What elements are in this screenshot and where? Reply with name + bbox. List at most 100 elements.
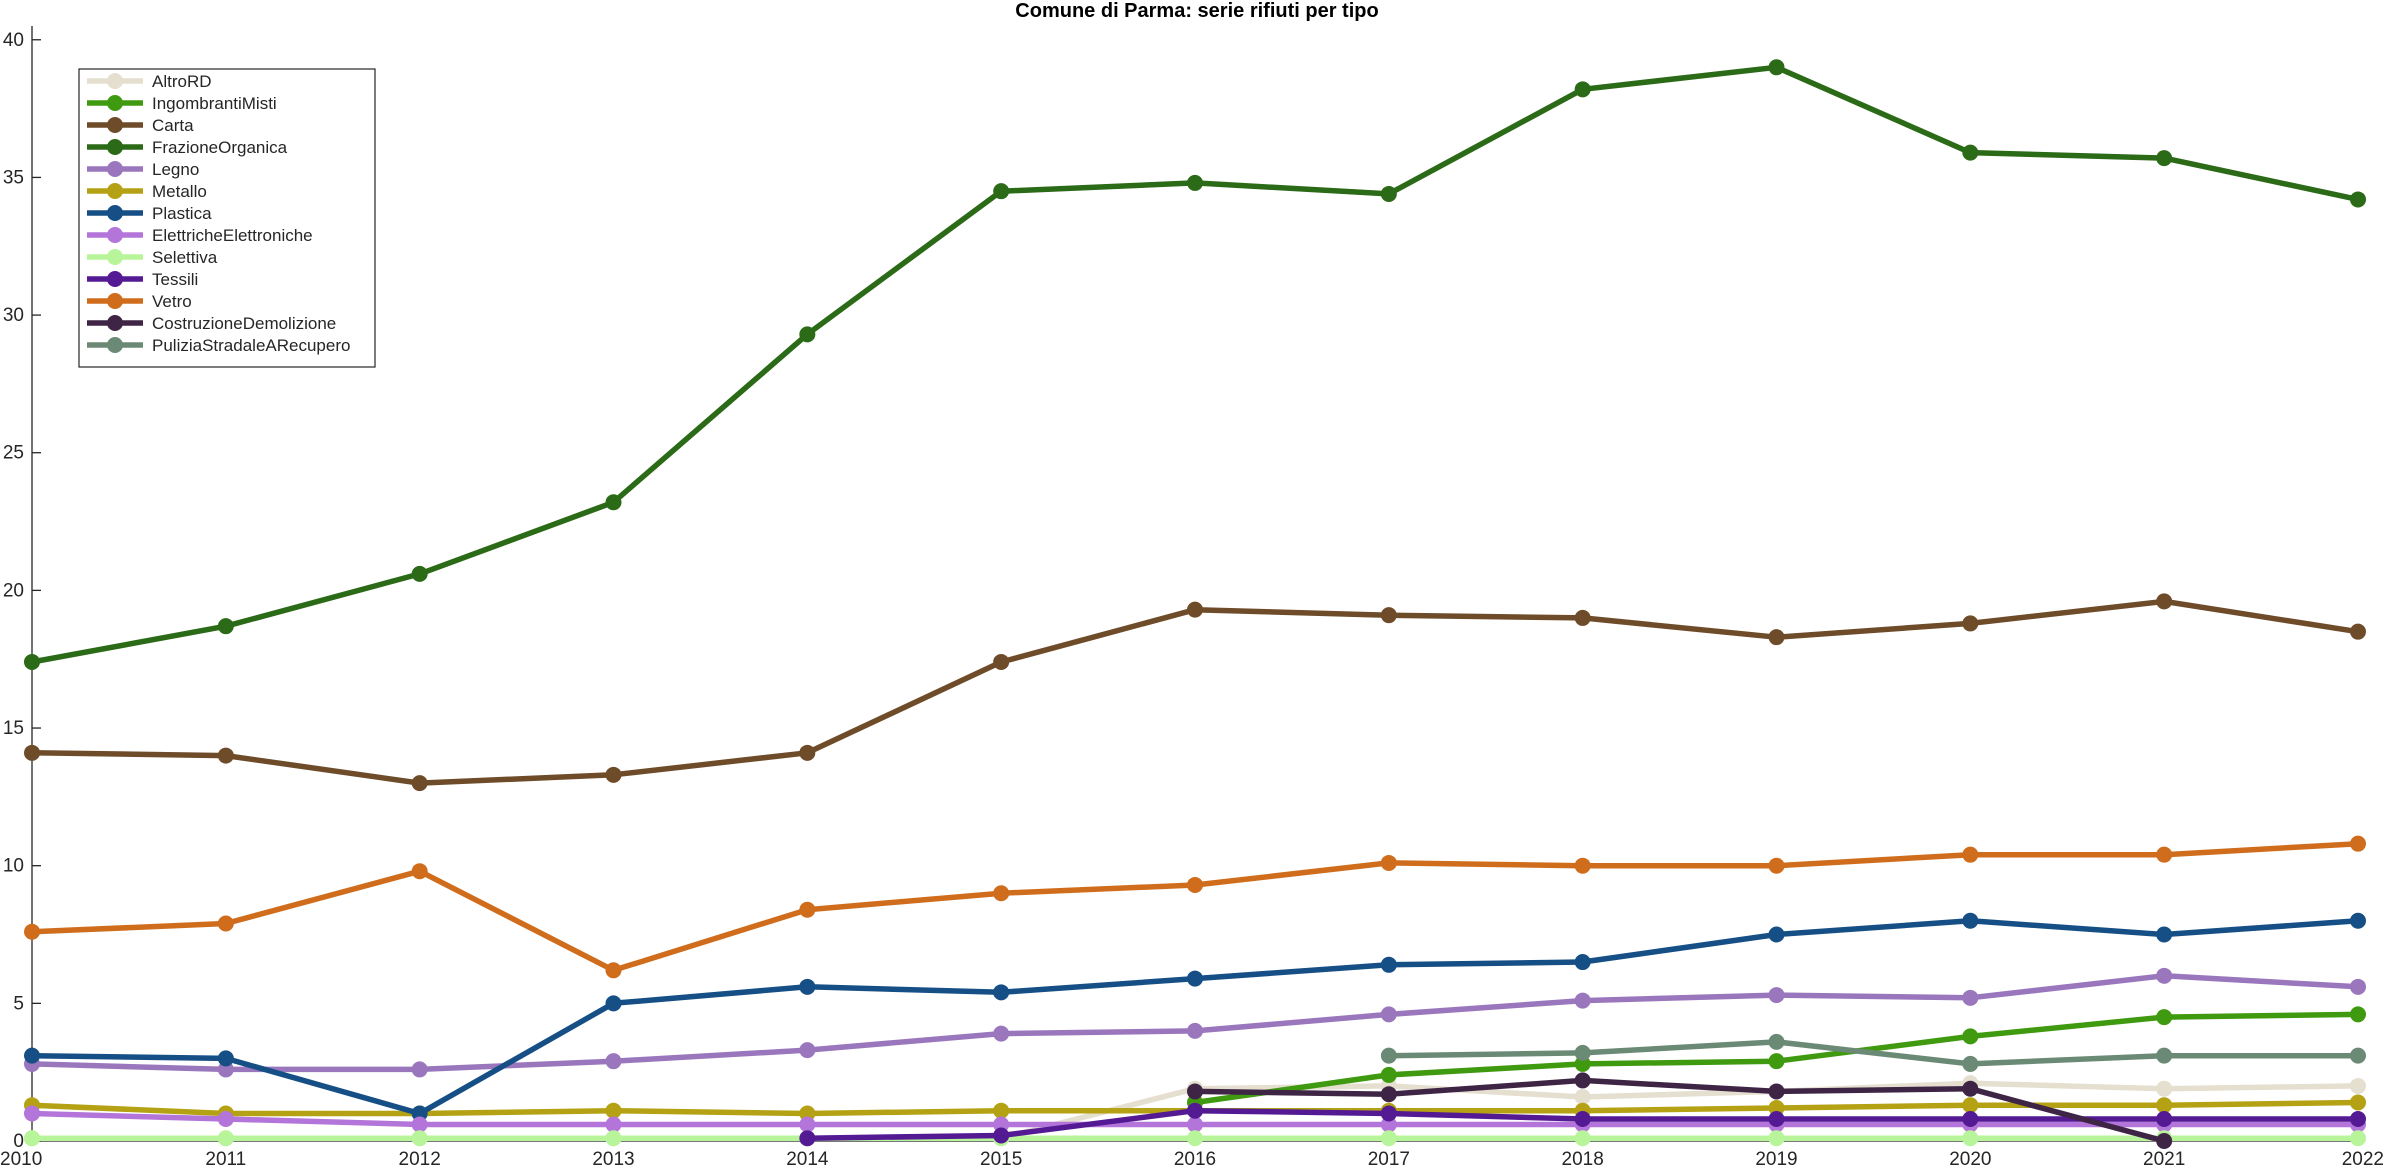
data-point [993, 885, 1010, 902]
data-point [1574, 992, 1591, 1009]
data-point [217, 1061, 234, 1078]
data-point [1380, 1086, 1397, 1103]
data-point [2350, 978, 2366, 995]
data-point [1768, 1099, 1785, 1116]
data-point [24, 1105, 40, 1122]
y-axis-ticks: 0 5 10 15 20 25 30 35 40 [3, 30, 41, 1152]
data-point [2350, 1094, 2366, 1111]
data-point [24, 923, 40, 940]
y-tick-label: 35 [3, 167, 24, 188]
legend-item: ElettricheElettroniche [87, 226, 313, 245]
series-Tessili [799, 1102, 2366, 1147]
x-tick-label: 2018 [1562, 1149, 1604, 1169]
legend-label: Metallo [152, 182, 207, 201]
data-point [993, 984, 1010, 1001]
y-tick-label: 10 [3, 856, 24, 877]
data-point [1380, 1047, 1397, 1064]
x-tick-label: 2014 [786, 1149, 829, 1169]
legend-swatch-marker [107, 161, 123, 177]
data-point [1768, 1033, 1785, 1050]
data-point [1187, 1116, 1203, 1133]
data-point [1574, 1130, 1591, 1147]
legend-label: IngombrantiMisti [152, 94, 277, 113]
data-point [993, 1116, 1010, 1133]
data-point [993, 1025, 1010, 1042]
y-tick-label: 15 [3, 718, 24, 739]
data-point [217, 1130, 234, 1147]
data-point [411, 1105, 428, 1122]
data-point [1962, 912, 1979, 929]
data-point [24, 1130, 40, 1147]
legend-label: ElettricheElettroniche [152, 226, 313, 245]
data-point [1768, 926, 1785, 943]
data-point [1380, 1105, 1397, 1122]
legend-item: Legno [87, 160, 199, 179]
data-point [1380, 1130, 1397, 1147]
legend-item: Metallo [87, 182, 207, 201]
data-point [2350, 1077, 2366, 1094]
x-tick-label: 2022 [2342, 1149, 2384, 1169]
data-point [1962, 1028, 1979, 1045]
series-line [29, 973, 2361, 1073]
legend-swatch-marker [107, 117, 123, 133]
data-point [993, 1102, 1010, 1119]
x-tick-label: 2013 [592, 1149, 634, 1169]
data-point [1962, 1110, 1979, 1127]
data-point [411, 1061, 428, 1078]
legend-item: CostruzioneDemolizione [87, 314, 336, 333]
data-point [1187, 876, 1203, 893]
data-point [1962, 1130, 1979, 1147]
x-tick-label: 2015 [980, 1149, 1022, 1169]
data-point [1768, 1110, 1785, 1127]
legend-swatch-marker [107, 271, 123, 287]
data-point [993, 1127, 1010, 1144]
data-point [1187, 174, 1203, 191]
legend-swatch-marker [107, 227, 123, 243]
series-Plastica [24, 912, 2366, 1122]
legend-item: FrazioneOrganica [87, 138, 288, 157]
series-PuliziaStradaleARecupero [1380, 1033, 2366, 1072]
data-point [2156, 1080, 2173, 1097]
legend-item: Vetro [87, 292, 192, 311]
data-point [605, 1130, 622, 1147]
data-point [1768, 1053, 1785, 1070]
data-point [1574, 609, 1591, 626]
data-point [1962, 846, 1979, 863]
data-point [1768, 59, 1785, 76]
data-point [2156, 1110, 2173, 1127]
x-tick-label: 2019 [1755, 1149, 1797, 1169]
data-point [1962, 1055, 1979, 1072]
series-Selettiva [24, 1130, 2366, 1147]
data-point [605, 1102, 622, 1119]
series-Legno [24, 967, 2366, 1078]
legend-label: PuliziaStradaleARecupero [152, 336, 350, 355]
data-point [411, 775, 428, 792]
data-point [1187, 1022, 1203, 1039]
data-point [1962, 989, 1979, 1006]
legend-label: Selettiva [152, 248, 218, 267]
data-point [217, 915, 234, 932]
y-tick-label: 5 [13, 993, 24, 1014]
x-tick-label: 2010 [0, 1149, 42, 1169]
data-point [411, 1116, 428, 1133]
data-point [1187, 1130, 1203, 1147]
data-point [799, 1042, 816, 1059]
data-point [24, 1047, 40, 1064]
data-point [1187, 601, 1203, 618]
x-tick-label: 2021 [2143, 1149, 2185, 1169]
data-point [1574, 857, 1591, 874]
legend-item: Carta [87, 116, 194, 135]
data-point [2156, 1047, 2173, 1064]
data-point [2156, 1133, 2173, 1149]
data-point [217, 618, 234, 635]
data-point [1187, 1083, 1203, 1100]
data-point [1962, 1080, 1979, 1097]
data-point [605, 1053, 622, 1070]
data-point [2156, 150, 2173, 167]
data-point [799, 1116, 816, 1133]
data-point [605, 995, 622, 1012]
legend-item: Tessili [87, 270, 198, 289]
legend-swatch-marker [107, 95, 123, 111]
x-tick-label: 2017 [1368, 1149, 1410, 1169]
